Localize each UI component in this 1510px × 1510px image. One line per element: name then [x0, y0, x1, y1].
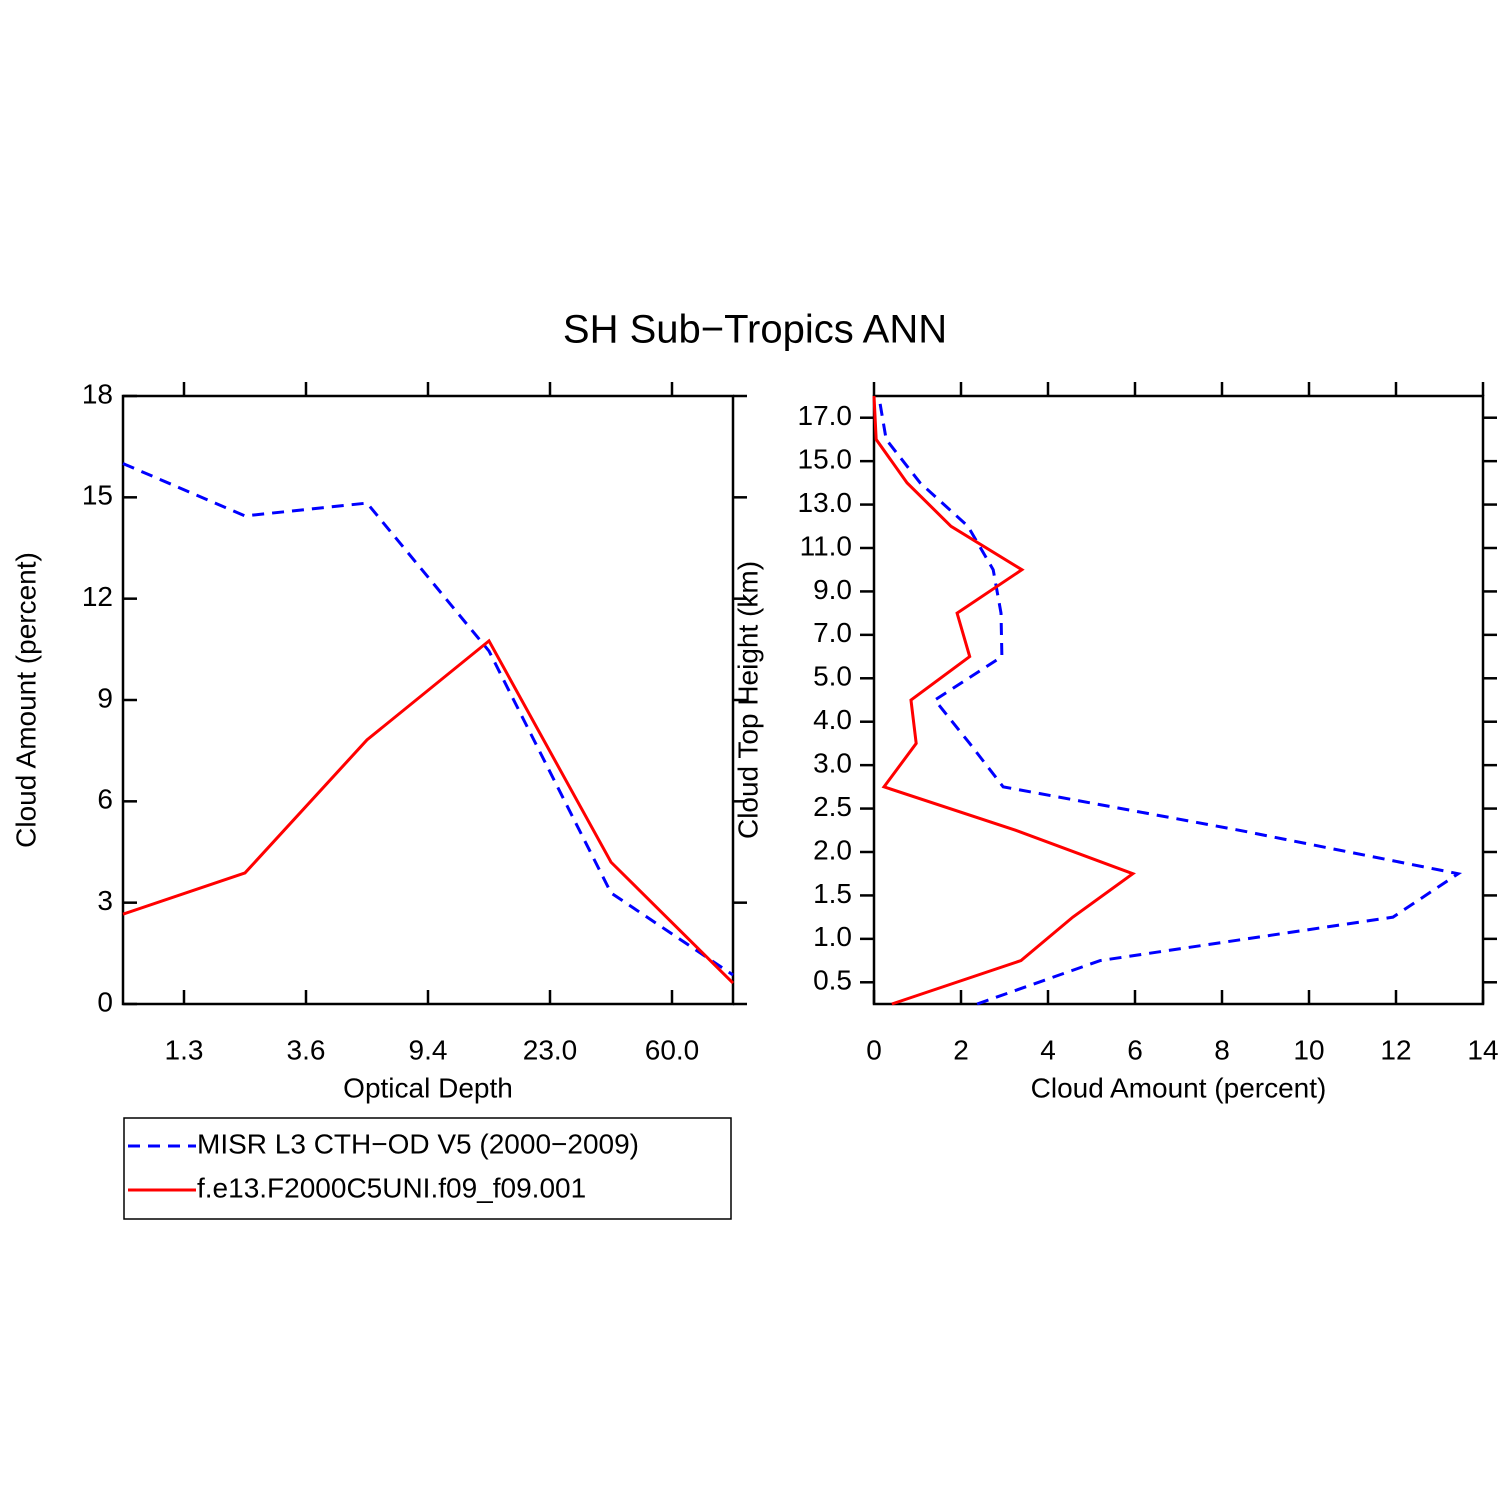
series-line [877, 395, 1463, 1006]
series-line [122, 638, 735, 985]
plot-frame [121, 394, 735, 1006]
y-tick-label: 15 [82, 480, 113, 511]
series-line [872, 395, 1136, 1006]
x-axis-label: Optical Depth [343, 1072, 513, 1103]
legend-label: MISR L3 CTH−OD V5 (2000−2009) [197, 1128, 639, 1159]
y-tick-label: 5.0 [813, 661, 852, 692]
y-tick-label: 13.0 [798, 487, 853, 518]
figure-title: SH Sub−Tropics ANN [563, 308, 947, 352]
x-tick-label: 12 [1380, 1034, 1411, 1065]
x-tick-label: 9.4 [409, 1034, 448, 1065]
x-tick-label: 3.6 [287, 1034, 326, 1065]
y-tick-label: 0.5 [813, 965, 852, 996]
x-tick-label: 1.3 [165, 1034, 204, 1065]
plot-frame [872, 394, 1485, 1006]
y-tick-label: 3 [97, 885, 113, 916]
y-tick-label: 2.5 [813, 791, 852, 822]
x-tick-label: 4 [1040, 1034, 1056, 1065]
x-tick-label: 14 [1467, 1034, 1498, 1065]
legend-label: f.e13.F2000C5UNI.f09_f09.001 [197, 1172, 586, 1203]
y-tick-label: 9.0 [813, 574, 852, 605]
x-tick-label: 2 [953, 1034, 969, 1065]
y-tick-label: 11.0 [800, 530, 852, 561]
y-tick-label: 12 [82, 581, 113, 612]
y-axis-label: Cloud Top Height (km) [732, 561, 763, 839]
x-tick-label: 23.0 [523, 1034, 578, 1065]
y-tick-label: 0 [97, 986, 113, 1017]
y-tick-label: 15.0 [798, 444, 853, 475]
legend-box [123, 1117, 732, 1220]
y-tick-label: 2.0 [813, 834, 852, 865]
x-tick-label: 8 [1214, 1034, 1230, 1065]
y-tick-label: 18 [82, 378, 113, 409]
series-line [122, 462, 734, 977]
y-tick-label: 3.0 [813, 748, 852, 779]
y-tick-label: 9 [97, 682, 113, 713]
y-tick-label: 1.0 [813, 921, 852, 952]
y-tick-label: 6 [97, 784, 113, 815]
x-tick-label: 60.0 [645, 1034, 700, 1065]
x-tick-label: 0 [866, 1034, 882, 1065]
y-tick-label: 1.5 [813, 878, 852, 909]
y-tick-label: 4.0 [813, 704, 852, 735]
x-axis-label: Cloud Amount (percent) [1031, 1072, 1327, 1103]
x-tick-label: 10 [1293, 1034, 1324, 1065]
y-tick-label: 17.0 [798, 400, 853, 431]
y-axis-label: Cloud Amount (percent) [10, 552, 41, 848]
x-tick-label: 6 [1127, 1034, 1143, 1065]
y-tick-label: 7.0 [813, 617, 852, 648]
